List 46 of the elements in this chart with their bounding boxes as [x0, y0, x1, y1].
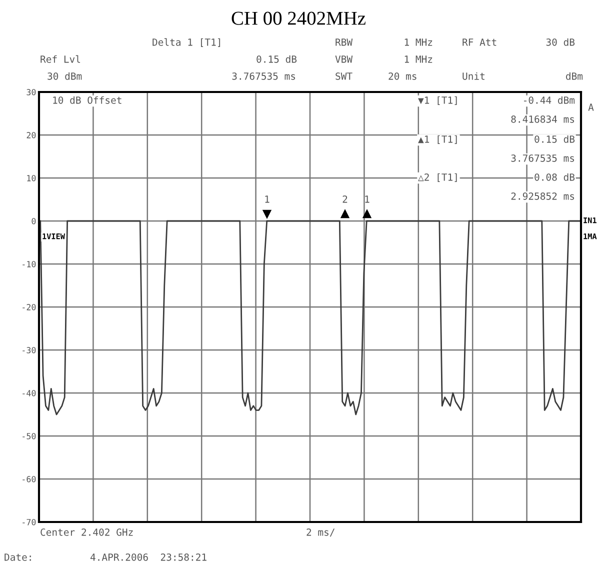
annotation: ▲1 [T1] — [418, 135, 457, 144]
chart-title: CH 00 2402MHz — [232, 12, 366, 25]
text: RF Att — [462, 38, 496, 46]
text: dBm — [566, 72, 583, 80]
annotation: 2.925852 ms — [511, 192, 574, 200]
text: Unit — [462, 72, 484, 80]
y-tick-label: 30 — [26, 89, 36, 96]
text: A — [588, 104, 594, 111]
text: Ref Lvl — [40, 55, 80, 63]
text: 1 MHz — [404, 56, 432, 63]
text: 2 ms/ — [306, 528, 335, 537]
y-tick-label: 0 — [32, 218, 36, 224]
y-tick-label: -30 — [22, 347, 36, 354]
y-tick-label: -10 — [22, 261, 36, 268]
annotation: 3.767535 ms — [511, 154, 574, 162]
annotation: ▼1 [T1] — [418, 96, 457, 105]
annotation: 1 — [365, 196, 370, 203]
y-tick-label: -20 — [22, 304, 36, 310]
y-tick-label: -70 — [22, 519, 36, 526]
text: 1 MHz — [404, 38, 432, 46]
annotation: △2 [T1] — [418, 173, 457, 182]
annotation: -0.44 dBm — [524, 96, 575, 104]
y-tick-label: 20 — [26, 132, 36, 138]
annotation: 8.416834 ms — [511, 115, 574, 123]
text: 30 dBm — [48, 72, 82, 80]
y-tick-label: -50 — [22, 433, 36, 440]
annotation: 2 — [342, 195, 348, 203]
text: 0.15 dB — [256, 55, 297, 63]
text: 20 ms — [388, 72, 416, 80]
text: 4.APR.2006 23:58:21 — [90, 553, 206, 561]
line-series — [40, 220, 580, 416]
text: Delta 1 [T1] — [152, 38, 220, 47]
text: VBW — [335, 56, 353, 63]
y-tick-label: -60 — [22, 476, 36, 482]
annotation: 1 — [265, 196, 270, 203]
annotation: 10 dB Offset — [53, 96, 122, 104]
text: Date: — [4, 554, 31, 561]
text: 3.767535 ms — [232, 72, 296, 80]
y-tick-label: 10 — [27, 175, 36, 182]
text: SWT — [336, 72, 352, 80]
annotation: 0.15 dB — [534, 135, 575, 143]
text: 30 dB — [546, 38, 575, 46]
y-tick-label: -40 — [22, 390, 36, 396]
text: Center 2.402 GHz — [40, 528, 133, 536]
text: RBW — [336, 38, 353, 46]
annotation: 0.08 dB — [534, 173, 575, 181]
